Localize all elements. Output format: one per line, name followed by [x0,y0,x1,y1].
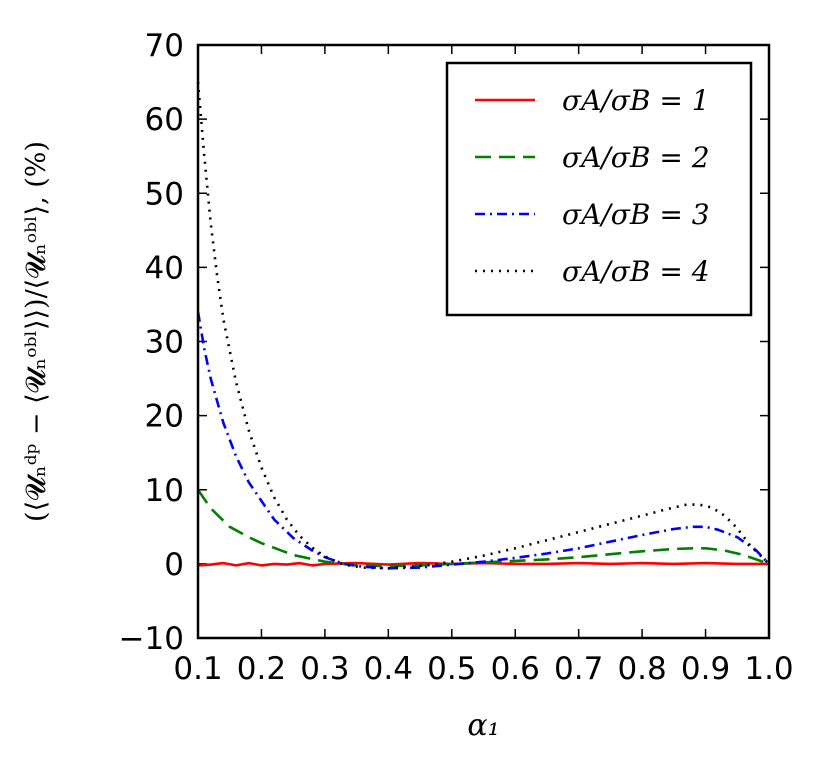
series-line-1 [197,561,769,567]
legend-label-2: σA/σB = 2 [562,141,710,174]
y-tick-label: 10 [145,473,184,509]
y-tick-label: 40 [145,250,184,286]
y-tick-label: 50 [145,176,184,212]
plot-frame [196,43,771,640]
series-line-3 [196,311,770,570]
x-tick-label: 0.1 [173,651,222,687]
legend-label-4: σA/σB = 4 [562,255,710,288]
x-tick-label: 0.8 [617,651,666,687]
x-tick-label: 0.9 [681,651,730,687]
x-tick-label: 0.2 [237,651,286,687]
legend-label-3: σA/σB = 3 [562,198,710,231]
series-line-2 [196,489,770,568]
y-tick-label: −10 [119,621,184,657]
x-tick-label: 0.5 [427,651,476,687]
y-tick-label: 30 [145,325,184,361]
y-tick-labels: −10 0 10 20 30 40 50 60 70 [119,28,184,657]
x-tick-label: 0.4 [364,651,413,687]
x-axis-label: α₁ [467,708,499,743]
x-tick-label: 1.0 [744,651,793,687]
y-tick-label: 20 [145,399,184,435]
x-tick-label: 0.3 [300,651,349,687]
x-tick-labels: 0.1 0.2 0.3 0.4 0.5 0.6 0.7 0.8 0.9 1.0 [173,651,793,687]
y-axis-label: (⟨𝓤ₙᵈᵖ − ⟨𝓤ₙᵒᵇˡ⟩⟩)/⟨𝓤ₙᵒᵇˡ⟩, (%) [21,141,52,522]
legend-label-1: σA/σB = 1 [562,84,710,117]
y-tick-label: 0 [164,547,184,583]
series-lines [196,81,770,570]
y-tick-label: 70 [145,28,184,64]
x-tick-label: 0.7 [554,651,603,687]
legend: σA/σB = 1 σA/σB = 2 σA/σB = 3 σA/σB = 4 [445,61,753,317]
legend-box [445,61,753,317]
y-tick-label: 60 [145,102,184,138]
x-tick-label: 0.6 [491,651,540,687]
